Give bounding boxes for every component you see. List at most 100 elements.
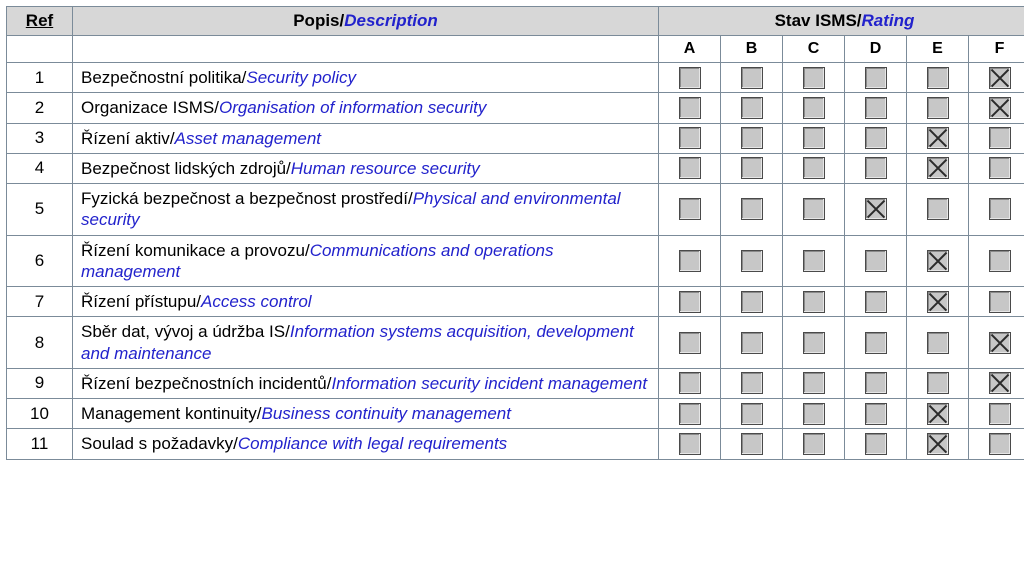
rating-checkbox-E[interactable] — [927, 127, 949, 149]
rating-checkbox-D[interactable] — [865, 433, 887, 455]
rating-checkbox-B[interactable] — [741, 433, 763, 455]
rating-checkbox-A[interactable] — [679, 157, 701, 179]
rating-checkbox-E[interactable] — [927, 433, 949, 455]
header-stav: Stav ISMS/Rating — [659, 7, 1024, 36]
ref-cell: 8 — [7, 317, 73, 369]
rating-checkbox-F[interactable] — [989, 127, 1011, 149]
rating-checkbox-A[interactable] — [679, 97, 701, 119]
rating-checkbox-B[interactable] — [741, 127, 763, 149]
rating-checkbox-B[interactable] — [741, 250, 763, 272]
rating-checkbox-D[interactable] — [865, 332, 887, 354]
rating-checkbox-B[interactable] — [741, 67, 763, 89]
rating-checkbox-D[interactable] — [865, 127, 887, 149]
rating-checkbox-B[interactable] — [741, 157, 763, 179]
rating-checkbox-C[interactable] — [803, 198, 825, 220]
rating-checkbox-E[interactable] — [927, 250, 949, 272]
rating-checkbox-F[interactable] — [989, 67, 1011, 89]
rating-checkbox-A[interactable] — [679, 291, 701, 313]
rating-checkbox-B[interactable] — [741, 198, 763, 220]
rating-checkbox-C[interactable] — [803, 97, 825, 119]
ref-cell: 1 — [7, 63, 73, 93]
rating-checkbox-D[interactable] — [865, 198, 887, 220]
rating-checkbox-F[interactable] — [989, 97, 1011, 119]
description-cell: Organizace ISMS/Organisation of informat… — [73, 93, 659, 123]
description-en: Security policy — [246, 68, 356, 87]
ref-cell: 7 — [7, 287, 73, 317]
rating-checkbox-C[interactable] — [803, 157, 825, 179]
rating-checkbox-D[interactable] — [865, 403, 887, 425]
description-cz: Fyzická bezpečnost a bezpečnost prostřed… — [81, 189, 408, 208]
rating-cell-E — [907, 63, 969, 93]
rating-checkbox-E[interactable] — [927, 67, 949, 89]
rating-checkbox-C[interactable] — [803, 250, 825, 272]
rating-cell-F — [969, 429, 1024, 459]
rating-checkbox-F[interactable] — [989, 198, 1011, 220]
rating-cell-E — [907, 317, 969, 369]
rating-checkbox-F[interactable] — [989, 433, 1011, 455]
rating-checkbox-F[interactable] — [989, 157, 1011, 179]
rating-checkbox-D[interactable] — [865, 250, 887, 272]
description-cz: Řízení přístupu — [81, 292, 196, 311]
rating-checkbox-E[interactable] — [927, 291, 949, 313]
rating-checkbox-E[interactable] — [927, 97, 949, 119]
rating-checkbox-C[interactable] — [803, 403, 825, 425]
rating-checkbox-C[interactable] — [803, 332, 825, 354]
rating-checkbox-D[interactable] — [865, 291, 887, 313]
rating-checkbox-A[interactable] — [679, 433, 701, 455]
table-row: 1Bezpečnostní politika/Security policy — [7, 63, 1024, 93]
rating-cell-F — [969, 93, 1024, 123]
rating-cell-C — [783, 368, 845, 398]
rating-checkbox-B[interactable] — [741, 97, 763, 119]
rating-checkbox-E[interactable] — [927, 332, 949, 354]
rating-checkbox-A[interactable] — [679, 67, 701, 89]
description-en: Asset management — [175, 129, 321, 148]
rating-checkbox-E[interactable] — [927, 372, 949, 394]
rating-checkbox-F[interactable] — [989, 291, 1011, 313]
rating-cell-F — [969, 184, 1024, 236]
rating-checkbox-B[interactable] — [741, 291, 763, 313]
rating-checkbox-C[interactable] — [803, 67, 825, 89]
rating-checkbox-A[interactable] — [679, 250, 701, 272]
rating-checkbox-F[interactable] — [989, 372, 1011, 394]
rating-checkbox-C[interactable] — [803, 127, 825, 149]
rating-checkbox-F[interactable] — [989, 403, 1011, 425]
ref-cell: 10 — [7, 399, 73, 429]
rating-checkbox-A[interactable] — [679, 332, 701, 354]
rating-cell-B — [721, 93, 783, 123]
rating-cell-F — [969, 153, 1024, 183]
table-row: 9Řízení bezpečnostních incidentů/Informa… — [7, 368, 1024, 398]
rating-checkbox-F[interactable] — [989, 332, 1011, 354]
rating-cell-F — [969, 63, 1024, 93]
rating-cell-A — [659, 63, 721, 93]
rating-checkbox-A[interactable] — [679, 127, 701, 149]
description-cell: Fyzická bezpečnost a bezpečnost prostřed… — [73, 184, 659, 236]
rating-checkbox-A[interactable] — [679, 198, 701, 220]
rating-checkbox-A[interactable] — [679, 403, 701, 425]
rating-checkbox-B[interactable] — [741, 332, 763, 354]
rating-checkbox-E[interactable] — [927, 198, 949, 220]
rating-col-B: B — [721, 36, 783, 63]
rating-cell-E — [907, 287, 969, 317]
rating-cell-B — [721, 123, 783, 153]
table-row: 3Řízení aktiv/Asset management — [7, 123, 1024, 153]
rating-checkbox-C[interactable] — [803, 372, 825, 394]
rating-checkbox-D[interactable] — [865, 67, 887, 89]
rating-checkbox-B[interactable] — [741, 403, 763, 425]
rating-checkbox-D[interactable] — [865, 372, 887, 394]
description-cell: Sběr dat, vývoj a údržba IS/Information … — [73, 317, 659, 369]
description-en: Human resource security — [291, 159, 480, 178]
rating-cell-A — [659, 184, 721, 236]
rating-checkbox-C[interactable] — [803, 433, 825, 455]
description-cz: Bezpečnostní politika — [81, 68, 242, 87]
rating-cell-A — [659, 399, 721, 429]
rating-checkbox-A[interactable] — [679, 372, 701, 394]
rating-col-D: D — [845, 36, 907, 63]
rating-checkbox-D[interactable] — [865, 157, 887, 179]
rating-checkbox-B[interactable] — [741, 372, 763, 394]
rating-checkbox-E[interactable] — [927, 157, 949, 179]
rating-checkbox-C[interactable] — [803, 291, 825, 313]
rating-checkbox-F[interactable] — [989, 250, 1011, 272]
rating-checkbox-E[interactable] — [927, 403, 949, 425]
header-popis-cz: Popis — [293, 11, 339, 30]
rating-checkbox-D[interactable] — [865, 97, 887, 119]
